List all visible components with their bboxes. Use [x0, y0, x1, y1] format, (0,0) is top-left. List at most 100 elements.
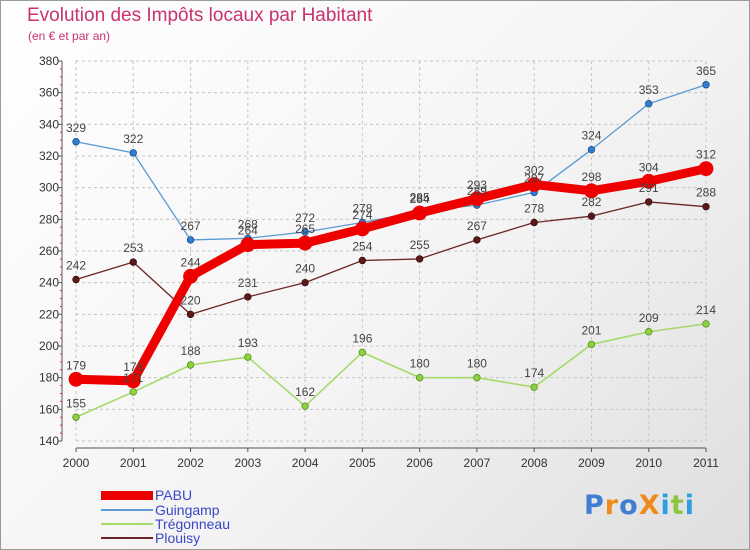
data-label-tregonneau: 214	[696, 303, 716, 317]
legend-item-guingamp: Guingamp	[101, 502, 220, 518]
chart-title: Evolution des Impôts locaux par Habitant	[27, 5, 373, 26]
data-label-plouisy: 240	[295, 262, 315, 276]
data-point-pabu	[68, 371, 84, 387]
data-label-pabu: 178	[123, 360, 143, 374]
data-label-guingamp: 268	[238, 217, 258, 231]
y-tick-label: 140	[39, 434, 59, 448]
data-label-plouisy: 254	[352, 240, 372, 254]
data-point-tregonneau	[587, 340, 596, 349]
data-label-pabu: 284	[410, 192, 430, 206]
legend-label-guingamp: Guingamp	[155, 502, 220, 518]
data-point-plouisy	[301, 278, 309, 287]
x-tick-label: 2002	[177, 456, 204, 470]
data-label-tregonneau: 180	[410, 357, 430, 371]
y-tick-label: 280	[39, 212, 59, 226]
x-tick-label: 2005	[349, 456, 376, 470]
data-label-pabu: 304	[639, 160, 659, 174]
data-label-pabu: 264	[238, 224, 258, 238]
legend-swatch-guingamp	[101, 509, 153, 511]
data-label-guingamp: 322	[123, 132, 143, 146]
y-tick-label: 200	[39, 339, 59, 353]
data-point-tregonneau	[530, 383, 538, 391]
data-point-pabu	[297, 235, 313, 251]
data-label-tregonneau: 209	[639, 311, 659, 325]
x-tick-label: 2008	[521, 456, 548, 470]
y-tick-label: 160	[39, 402, 59, 416]
data-point-plouisy	[645, 198, 653, 206]
data-point-plouisy	[473, 236, 481, 244]
legend-swatch-tregonneau	[101, 523, 153, 525]
data-label-plouisy: 288	[696, 186, 716, 200]
data-point-pabu	[526, 177, 542, 192]
data-label-tregonneau: 155	[66, 396, 86, 410]
data-label-tregonneau: 180	[467, 357, 487, 371]
data-point-pabu	[183, 268, 198, 284]
data-point-guingamp	[587, 145, 596, 154]
data-point-guingamp	[301, 228, 309, 236]
data-label-tregonneau: 162	[295, 385, 315, 399]
data-point-tregonneau	[702, 320, 710, 328]
data-label-pabu: 298	[581, 170, 601, 184]
data-label-tregonneau: 193	[238, 336, 258, 350]
data-point-tregonneau	[186, 361, 195, 369]
data-label-tregonneau: 174	[524, 366, 544, 380]
data-point-plouisy	[129, 258, 137, 266]
data-point-pabu	[240, 237, 256, 253]
x-tick-label: 2004	[292, 456, 319, 470]
x-tick-label: 2001	[120, 456, 147, 470]
data-label-tregonneau: 188	[181, 344, 201, 358]
data-label-guingamp: 353	[639, 83, 659, 97]
data-label-guingamp: 267	[181, 219, 201, 233]
data-label-guingamp: 365	[696, 64, 716, 78]
data-point-pabu	[469, 191, 485, 207]
data-point-plouisy	[702, 202, 710, 211]
data-label-pabu: 274	[352, 208, 372, 222]
x-tick-label: 2003	[234, 456, 261, 470]
data-point-plouisy	[186, 310, 195, 319]
y-tick-label: 260	[39, 244, 59, 258]
data-point-plouisy	[358, 256, 367, 265]
data-label-pabu: 312	[696, 148, 716, 162]
legend-label-pabu: PABU	[155, 487, 193, 503]
data-label-plouisy: 255	[410, 238, 430, 252]
data-label-plouisy: 231	[238, 276, 258, 290]
data-label-pabu: 179	[66, 358, 86, 372]
y-tick-label: 240	[39, 276, 59, 290]
y-tick-label: 360	[39, 86, 59, 100]
x-tick-label: 2000	[63, 456, 90, 470]
data-label-guingamp: 329	[66, 121, 86, 135]
data-point-tregonneau	[358, 348, 367, 357]
data-label-plouisy: 242	[66, 259, 86, 273]
data-point-tregonneau	[301, 402, 309, 410]
y-tick-label: 340	[39, 117, 59, 131]
data-label-plouisy: 220	[181, 293, 201, 307]
data-label-guingamp: 278	[352, 202, 372, 216]
legend-item-plouisy: Plouisy	[101, 530, 200, 546]
series-line-plouisy	[75, 201, 707, 315]
y-tick-label: 320	[39, 149, 59, 163]
data-label-plouisy: 291	[639, 181, 659, 195]
data-point-tregonneau	[473, 373, 481, 382]
data-point-pabu	[125, 373, 141, 389]
data-label-plouisy: 253	[123, 241, 143, 255]
data-point-tregonneau	[244, 353, 252, 361]
x-tick-label: 2009	[578, 456, 605, 470]
data-label-guingamp: 324	[581, 129, 601, 143]
data-point-tregonneau	[645, 328, 653, 336]
data-label-tregonneau: 201	[581, 323, 601, 337]
data-label-plouisy: 282	[581, 195, 601, 209]
y-tick-label: 380	[39, 54, 59, 68]
data-point-guingamp	[72, 138, 80, 146]
data-label-pabu: 293	[467, 178, 487, 192]
data-label-tregonneau: 171	[123, 371, 143, 385]
data-point-guingamp	[702, 81, 710, 89]
y-tick-label: 180	[39, 371, 59, 385]
data-label-guingamp: 272	[295, 211, 315, 225]
data-label-guingamp: 285	[410, 190, 430, 204]
data-label-guingamp: 297	[524, 171, 544, 185]
x-tick-label: 2011	[693, 456, 719, 470]
data-point-pabu	[584, 183, 599, 199]
data-label-pabu: 302	[524, 164, 544, 178]
